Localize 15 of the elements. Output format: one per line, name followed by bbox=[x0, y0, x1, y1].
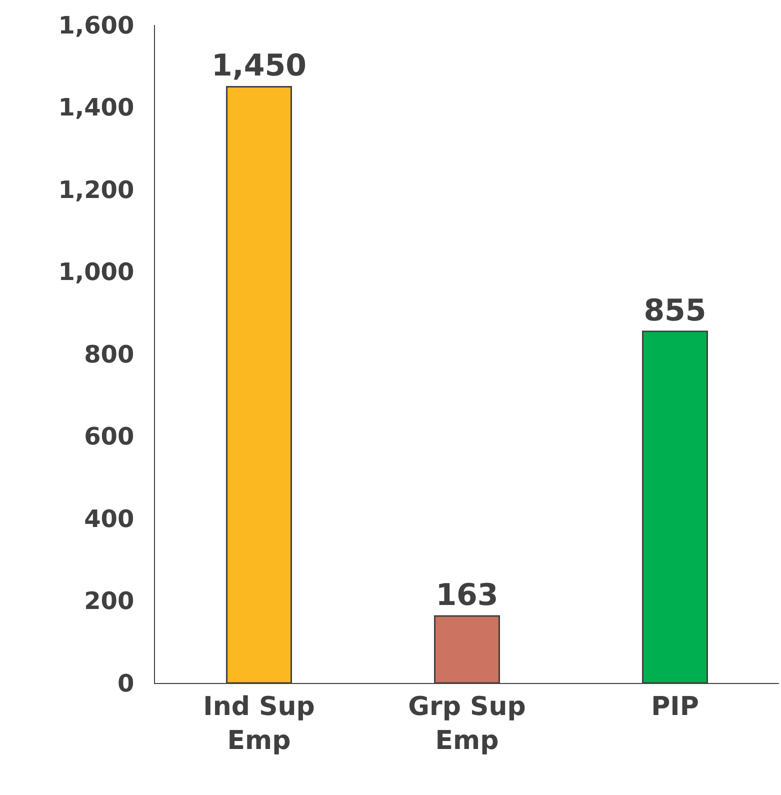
y-tick-label: 1,000 bbox=[58, 258, 134, 286]
y-tick-label: 1,600 bbox=[58, 11, 134, 40]
y-tick-label: 1,200 bbox=[58, 176, 134, 204]
y-tick-label: 0 bbox=[117, 669, 134, 698]
y-tick-label: 200 bbox=[84, 587, 134, 616]
x-tick-label: Ind Sup Emp bbox=[203, 692, 315, 756]
data-label: 163 bbox=[436, 578, 498, 613]
y-tick-label: 1,400 bbox=[58, 94, 134, 122]
y-tick-label: 600 bbox=[84, 422, 134, 451]
data-label: 855 bbox=[644, 293, 706, 328]
x-tick-label: Grp Sup Emp bbox=[408, 692, 526, 756]
y-tick-label: 800 bbox=[84, 340, 134, 368]
x-tick-label: PIP bbox=[651, 692, 699, 722]
data-label: 1,450 bbox=[212, 48, 306, 84]
y-tick-label: 400 bbox=[84, 504, 134, 533]
